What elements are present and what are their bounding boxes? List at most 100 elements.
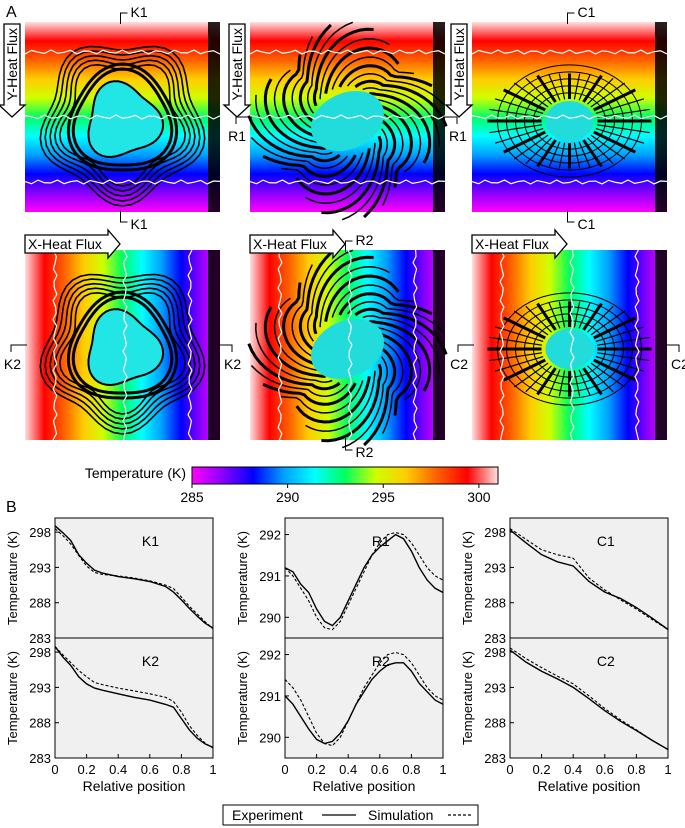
isotherm xyxy=(471,114,668,120)
rose-arm xyxy=(247,115,341,163)
rose-arm xyxy=(346,73,445,105)
y-tick-label: 292 xyxy=(259,528,281,543)
y-tick-label: 290 xyxy=(259,610,281,625)
y-tick-label: 283 xyxy=(29,751,51,766)
rose-arm xyxy=(338,292,433,316)
cloak-ring xyxy=(524,313,615,385)
rose-arm xyxy=(319,266,390,328)
rose-arm xyxy=(306,249,354,342)
simulation-line xyxy=(284,531,444,631)
core-region xyxy=(87,80,165,159)
cut-marker xyxy=(218,344,233,352)
cloak-spoke xyxy=(582,302,603,331)
cut-label: C1 xyxy=(578,216,596,232)
structure-ring xyxy=(49,54,196,197)
y-tick-label: 293 xyxy=(29,680,51,695)
x-tick-label: 0.2 xyxy=(308,762,326,777)
cloak-spoke xyxy=(582,367,603,396)
cut-label: K1 xyxy=(131,4,148,20)
structure-ring xyxy=(39,45,206,207)
y-axis-label: Temperature (K) xyxy=(235,531,250,625)
legend: Experiment Simulation xyxy=(222,804,479,826)
rose-arm xyxy=(263,306,326,378)
rose-arm xyxy=(298,251,332,351)
x-tick-label: 0.4 xyxy=(564,762,582,777)
simulation-line xyxy=(284,651,444,747)
rose-arm xyxy=(250,365,349,397)
isotherm xyxy=(24,114,221,120)
y-tick-label: 283 xyxy=(484,751,506,766)
rose-arm xyxy=(255,322,333,383)
panel-b-label: B xyxy=(6,499,17,516)
x-axis-label: Relative position xyxy=(538,778,641,794)
cloak-spoke xyxy=(548,369,561,397)
cut-label: R2 xyxy=(356,232,374,248)
cloak-ring xyxy=(515,78,624,164)
x-axis-label: Relative position xyxy=(313,778,416,794)
x-tick-label: 0 xyxy=(281,762,288,777)
y-tick-label: 291 xyxy=(259,569,281,584)
rose-arm xyxy=(291,36,314,130)
isotherm xyxy=(249,179,446,185)
heat-flux-arrow xyxy=(24,228,121,260)
x-tick-label: 0.6 xyxy=(596,762,614,777)
y-axis-label: Temperature (K) xyxy=(235,651,250,745)
experiment-line xyxy=(284,662,444,745)
isotherm xyxy=(277,249,283,441)
y-tick-label: 298 xyxy=(484,645,506,660)
cloak-spoke xyxy=(582,139,603,168)
isotherm xyxy=(24,49,221,55)
heat-map-k2: K2 K2 X-Heat Flux xyxy=(4,228,241,441)
x-tick-label: 1 xyxy=(664,762,671,777)
rose-arm xyxy=(273,69,321,144)
edge-shadow xyxy=(655,22,667,212)
colorbar-title: Temperature (K) xyxy=(85,465,186,481)
rose-arm xyxy=(378,332,413,416)
isotherm xyxy=(187,249,193,441)
y-axis-label: Temperature (K) xyxy=(5,651,20,745)
core-region xyxy=(311,90,384,152)
colorbar-tick-label: 285 xyxy=(180,489,204,505)
x-tick-label: 0.2 xyxy=(78,762,96,777)
cut-label: C2 xyxy=(450,356,468,372)
plot-C1: 298 293 288 283 C1 Temperature (K) xyxy=(460,517,669,646)
cloak-spoke xyxy=(536,74,557,103)
rose-arm xyxy=(321,363,383,443)
rose-arm xyxy=(331,284,415,318)
rose-arm xyxy=(305,142,376,204)
edge-shadow xyxy=(655,250,667,440)
cloak-ring xyxy=(533,320,606,378)
cut-label: R2 xyxy=(356,444,374,460)
colorbar-ticks: 285 290 295 300 xyxy=(180,484,491,505)
heat-flux-label: X-Heat Flux xyxy=(253,236,327,252)
isotherm xyxy=(471,49,668,55)
plot-K2: 298 293 288 283 K2 Temperature (K) 0 0.2 0.4 0.6 0… xyxy=(5,637,217,794)
heat-map-r1: R1 R1 Y-Heat Flux xyxy=(222,21,467,221)
isotherm xyxy=(122,249,128,441)
rose-arm xyxy=(280,380,364,414)
isotherm xyxy=(634,249,640,441)
cloak-ring xyxy=(497,64,642,178)
cloak-spoke xyxy=(536,302,557,331)
rose-arm xyxy=(262,154,357,178)
y-tick-label: 288 xyxy=(484,596,506,611)
cut-marker xyxy=(235,116,252,124)
heat-flux-arrow xyxy=(471,228,568,260)
rose-arm xyxy=(363,347,397,447)
structure-ring xyxy=(39,273,206,435)
isotherm xyxy=(499,249,505,441)
cloak-spoke xyxy=(582,74,603,103)
rose-arm xyxy=(298,23,332,123)
cut-label: R1 xyxy=(449,128,467,144)
x-tick-label: 0 xyxy=(51,762,58,777)
cloak-ring xyxy=(497,292,642,406)
rose-arm xyxy=(354,307,448,355)
isotherm xyxy=(412,249,418,441)
rose-arm xyxy=(280,152,364,186)
x-tick-label: 0.6 xyxy=(141,762,159,777)
cut-label: K2 xyxy=(224,356,241,372)
cloak-ring xyxy=(524,85,615,157)
rose-arm xyxy=(250,137,349,169)
structure-ring xyxy=(66,62,179,172)
